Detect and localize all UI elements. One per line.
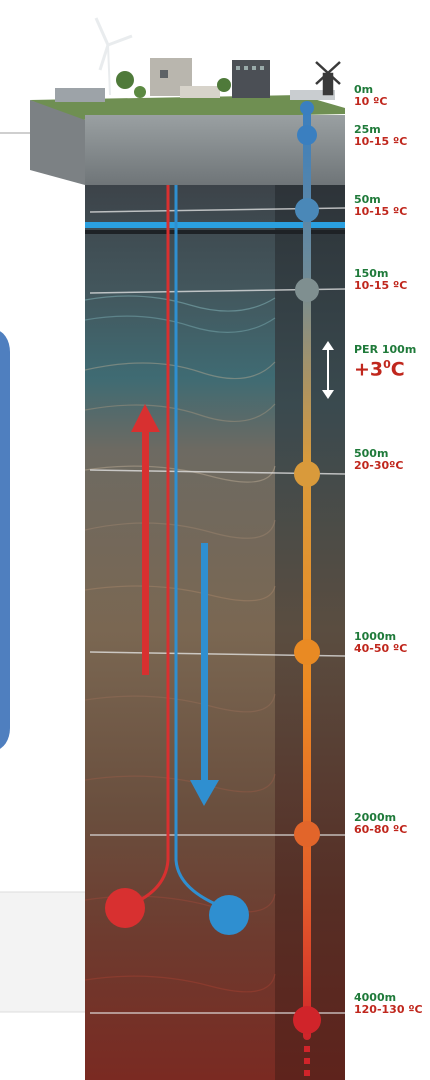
thermometer-bulb-150m bbox=[295, 278, 319, 302]
rock-column-front bbox=[85, 180, 275, 1080]
thermometer-bulb-500m bbox=[294, 461, 320, 487]
depth-value: 0m bbox=[354, 83, 374, 96]
depth-value: 2000m bbox=[354, 811, 397, 824]
surface-slab-front bbox=[30, 100, 85, 185]
temp-value: 10 ºC bbox=[354, 94, 388, 108]
depth-label-2000m: 2000m 60-80 ºC bbox=[354, 812, 407, 835]
temp-value: 120-130 ºC bbox=[354, 1002, 423, 1016]
gradient-per-label: PER 100m bbox=[354, 343, 417, 356]
depth-label-25m: 25m 10-15 ºC bbox=[354, 124, 407, 147]
gradient-label: PER 100m +30C bbox=[354, 343, 416, 380]
gradient-number: +3 bbox=[354, 358, 384, 381]
gradient-degree: 0 bbox=[383, 358, 391, 371]
aquifer-band bbox=[85, 222, 345, 228]
temp-value: 10-15 ºC bbox=[354, 134, 408, 148]
gradient-unit: C bbox=[390, 358, 405, 381]
windmill-icon bbox=[315, 61, 341, 96]
bottom-gray-box bbox=[0, 891, 88, 1013]
cold-reservoir bbox=[209, 895, 249, 935]
depth-value: 4000m bbox=[354, 991, 397, 1004]
thermometer-bulb-25m bbox=[297, 125, 317, 145]
temp-value: 20-30ºC bbox=[354, 458, 404, 472]
thermometer-bulb-4000m bbox=[293, 1006, 321, 1034]
left-blue-panel bbox=[0, 331, 10, 749]
wind-turbine-icon bbox=[94, 17, 133, 96]
thermometer-bulb-50m bbox=[295, 198, 319, 222]
depth-label-500m: 500m 20-30ºC bbox=[354, 448, 403, 471]
thermometer-bulb-1000m bbox=[294, 639, 320, 665]
thermometer-bulb-0m bbox=[300, 101, 314, 115]
depth-value: 150m bbox=[354, 267, 389, 280]
surface-slab-top bbox=[30, 95, 345, 120]
hot-reservoir bbox=[105, 888, 145, 928]
depth-value: 500m bbox=[354, 447, 389, 460]
depth-value: 50m bbox=[354, 193, 381, 206]
dark-layer bbox=[85, 230, 345, 234]
temp-value: 10-15 ºC bbox=[354, 278, 408, 292]
cold-flow-arrow bbox=[190, 543, 219, 806]
temp-value: 10-15 ºC bbox=[354, 204, 408, 218]
thermometer-bulb-2000m bbox=[294, 821, 320, 847]
temp-value: 60-80 ºC bbox=[354, 822, 408, 836]
gradient-double-arrow-icon bbox=[322, 341, 334, 399]
depth-label-0m: 0m 10 ºC bbox=[354, 84, 387, 107]
depth-value: 1000m bbox=[354, 630, 397, 643]
depth-value: 25m bbox=[354, 123, 381, 136]
depth-label-4000m: 4000m 120-130 ºC bbox=[354, 992, 423, 1015]
depth-label-150m: 150m 10-15 ºC bbox=[354, 268, 407, 291]
depth-label-50m: 50m 10-15 ºC bbox=[354, 194, 407, 217]
thermometer-tube bbox=[303, 108, 311, 1040]
thermometer-bulbs bbox=[293, 101, 321, 1034]
temp-value: 40-50 ºC bbox=[354, 641, 408, 655]
depth-label-1000m: 1000m 40-50 ºC bbox=[354, 631, 407, 654]
surface-buildings bbox=[55, 58, 335, 102]
gradient-value: +30C bbox=[354, 358, 416, 380]
hot-flow-arrow bbox=[131, 404, 160, 675]
thermometer-tail bbox=[304, 1046, 310, 1076]
